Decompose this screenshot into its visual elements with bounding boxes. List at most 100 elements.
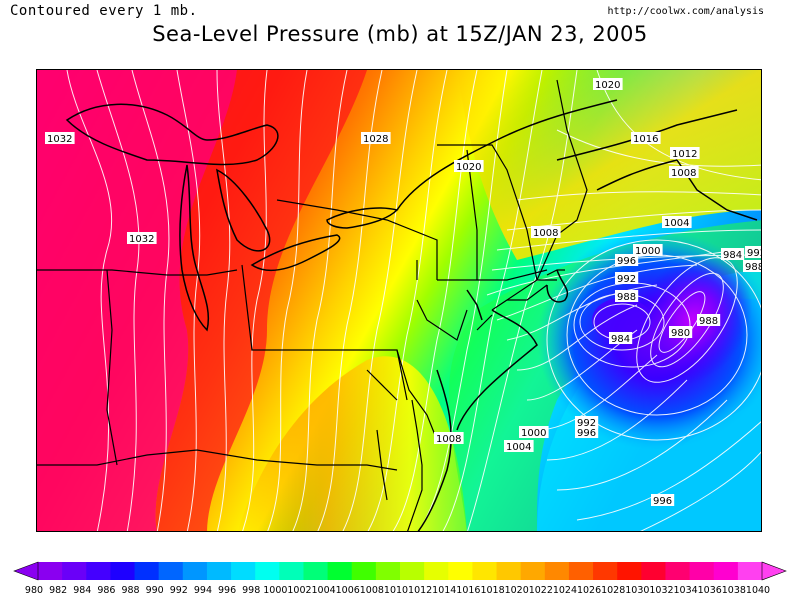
contour-label: 980	[669, 326, 693, 339]
colorbar-label: 1026	[577, 585, 601, 596]
contour-label: 992	[615, 272, 639, 285]
svg-text:1008: 1008	[436, 434, 461, 445]
colorbar-label: 1032	[649, 585, 673, 596]
contour-label: 996	[615, 254, 639, 267]
colorbar-swatch	[593, 562, 618, 580]
colorbar-label: 984	[73, 585, 91, 596]
contour-label: 1000	[633, 244, 663, 257]
svg-text:992: 992	[747, 248, 762, 259]
contour-label: 1008	[434, 432, 464, 445]
colorbar-swatch	[255, 562, 280, 580]
svg-text:1004: 1004	[506, 442, 531, 453]
svg-text:1020: 1020	[595, 80, 620, 91]
colorbar-label: 1002	[287, 585, 311, 596]
colorbar-swatch	[86, 562, 111, 580]
colorbar-label: 1008	[360, 585, 384, 596]
colorbar-swatch	[424, 562, 449, 580]
colorbar-swatch	[617, 562, 642, 580]
contour-label: 1000	[519, 426, 549, 439]
colorbar-swatch	[62, 562, 87, 580]
svg-text:1012: 1012	[672, 149, 697, 160]
colorbar-swatch	[448, 562, 473, 580]
colorbar-swatch	[689, 562, 715, 580]
contour-label: 1032	[127, 232, 157, 245]
colorbar-swatch	[231, 562, 256, 580]
colorbar-label: 1022	[529, 585, 553, 596]
svg-text:984: 984	[723, 250, 742, 261]
colorbar-label: 992	[170, 585, 188, 596]
colorbar-label: 1000	[263, 585, 287, 596]
colorbar-swatch	[351, 562, 377, 580]
colorbar-label: 980	[25, 585, 43, 596]
pressure-map: 1032 1028 1020 1020 1016 1012 1008 1008 1004 1032…	[36, 69, 762, 532]
colorbar-swatch	[496, 562, 522, 580]
colorbar-label: 1034	[674, 585, 698, 596]
source-url: http://coolwx.com/analysis	[607, 6, 764, 17]
colorbar-swatch	[279, 562, 304, 580]
colorbar-swatch	[520, 562, 546, 580]
colorbar-label: 996	[218, 585, 236, 596]
colorbar-label: 1014	[432, 585, 456, 596]
colorbar-swatch	[665, 562, 691, 580]
contour-label: 1008	[669, 166, 699, 179]
colorbar-label: 1028	[601, 585, 625, 596]
contour-label: 1020	[593, 78, 623, 91]
contour-label: 1008	[531, 226, 561, 239]
svg-text:988: 988	[617, 292, 636, 303]
colorbar-swatch	[641, 562, 666, 580]
contour-label: 992	[745, 246, 762, 259]
colorbar-label: 1004	[312, 585, 336, 596]
contour-label: 988	[743, 260, 762, 273]
svg-text:992: 992	[577, 418, 596, 429]
svg-text:996: 996	[653, 496, 672, 507]
svg-text:1008: 1008	[533, 228, 558, 239]
contour-label: 984	[721, 248, 745, 261]
contour-label: 1004	[504, 440, 534, 453]
contour-label: 1004	[662, 216, 692, 229]
svg-text:1032: 1032	[129, 234, 154, 245]
contour-label: 988	[697, 314, 721, 327]
pressure-colorbar: 980 982 984 986 988 990 992 994 996 998 1000 1002 10…	[0, 560, 800, 600]
colorbar-swatch	[737, 562, 763, 580]
colorbar-swatch	[110, 562, 136, 580]
colorbar-label: 1036	[698, 585, 722, 596]
colorbar-swatch	[327, 562, 353, 580]
svg-text:1020: 1020	[456, 162, 481, 173]
contour-label: 996	[651, 494, 675, 507]
contour-label: 1016	[631, 132, 661, 145]
colorbar-swatch	[158, 562, 184, 580]
colorbar-label: 982	[49, 585, 67, 596]
colorbar-swatch	[134, 562, 160, 580]
colorbar-label: 986	[97, 585, 115, 596]
svg-text:984: 984	[611, 334, 630, 345]
colorbar-label: 1040	[746, 585, 770, 596]
contour-note: Contoured every 1 mb.	[10, 3, 198, 19]
colorbar-label: 1038	[722, 585, 746, 596]
colorbar-label: 1018	[480, 585, 504, 596]
svg-text:1016: 1016	[633, 134, 658, 145]
svg-text:988: 988	[699, 316, 718, 327]
colorbar-label: 1030	[625, 585, 649, 596]
svg-text:988: 988	[745, 262, 762, 273]
contour-label: 1020	[454, 160, 484, 173]
colorbar-label: 994	[194, 585, 212, 596]
svg-text:1004: 1004	[664, 218, 689, 229]
colorbar-label: 998	[242, 585, 260, 596]
contour-label: 984	[609, 332, 633, 345]
svg-text:992: 992	[617, 274, 636, 285]
svg-text:1028: 1028	[363, 134, 388, 145]
colorbar-swatch	[713, 562, 739, 580]
contour-label: 1028	[361, 132, 391, 145]
svg-text:996: 996	[617, 256, 636, 267]
svg-text:996: 996	[577, 428, 596, 439]
colorbar-left-arrow	[13, 561, 39, 581]
contour-label: 1012	[670, 147, 700, 160]
colorbar-right-arrow	[761, 561, 787, 581]
colorbar-label: 988	[121, 585, 139, 596]
svg-text:1000: 1000	[635, 246, 660, 257]
colorbar-swatch	[568, 562, 594, 580]
colorbar-label: 1020	[505, 585, 529, 596]
contour-label: 1032	[45, 132, 75, 145]
colorbar-label: 1012	[408, 585, 432, 596]
contour-label: 992	[575, 416, 599, 429]
